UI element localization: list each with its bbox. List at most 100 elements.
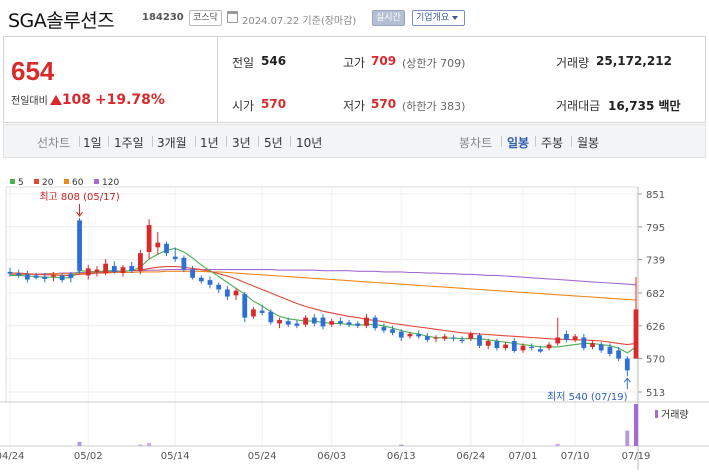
candle-body bbox=[94, 269, 100, 272]
candle-body bbox=[207, 280, 213, 285]
legend-swatch-5 bbox=[10, 179, 15, 184]
volume-bar bbox=[555, 443, 560, 446]
period-1y[interactable]: 1년 bbox=[200, 136, 219, 150]
legend-label-60: 60 bbox=[72, 178, 84, 188]
candle-body bbox=[198, 277, 204, 282]
candle-body bbox=[355, 323, 361, 326]
candle-body bbox=[442, 336, 448, 339]
candle-body bbox=[33, 275, 39, 278]
candle-body bbox=[190, 269, 195, 278]
candle-body bbox=[494, 341, 500, 349]
price-chart[interactable]: 5 20 60 120 851 795 739 682 626 570 513 최고 808 (0… bbox=[0, 170, 709, 472]
period-1d[interactable]: 1일 bbox=[83, 136, 102, 150]
open-label: 시가 bbox=[232, 99, 255, 113]
company-info-label: 기업개요 bbox=[416, 13, 450, 23]
candle-body bbox=[59, 275, 65, 281]
candle-body bbox=[555, 337, 561, 344]
y-tick-label: 513 bbox=[646, 388, 665, 399]
period-1w[interactable]: 1주일 bbox=[114, 136, 144, 150]
candle-body bbox=[468, 334, 474, 339]
x-tick-label: 06/13 bbox=[387, 451, 416, 462]
monthly-tab[interactable]: 월봉 bbox=[577, 136, 600, 150]
candle-body bbox=[390, 329, 395, 333]
candle-body bbox=[268, 311, 274, 323]
candle-body bbox=[416, 334, 422, 337]
market-badge: 코스닥 bbox=[189, 10, 222, 26]
x-tick-label: 05/02 bbox=[74, 451, 103, 462]
company-info-dropdown[interactable]: 기업개요 bbox=[412, 10, 466, 26]
amount-label: 거래대금 bbox=[556, 99, 601, 113]
legend-label-20: 20 bbox=[42, 178, 54, 188]
candle-body bbox=[503, 344, 508, 349]
candle-body bbox=[511, 341, 517, 351]
period-5y[interactable]: 5년 bbox=[264, 136, 283, 150]
period-10y[interactable]: 10년 bbox=[296, 136, 323, 150]
y-tick-label: 626 bbox=[646, 322, 665, 333]
max-price-label: 최고 808 (05/17) bbox=[39, 191, 120, 203]
candle-body bbox=[451, 337, 456, 339]
candle-body bbox=[303, 317, 309, 325]
weekly-tab[interactable]: 주봉 bbox=[541, 136, 564, 150]
x-tick-label: 07/19 bbox=[622, 451, 651, 462]
volume-bar bbox=[77, 441, 82, 446]
period-toolbar: 선차트 1일 1주일 3개월 1년 3년 5년 10년 봉차트 일봉 주봉 월봉 bbox=[3, 124, 706, 158]
divider bbox=[290, 136, 291, 147]
x-tick-label: 05/14 bbox=[161, 451, 190, 462]
divider bbox=[501, 136, 502, 147]
divider bbox=[535, 136, 536, 147]
period-3y[interactable]: 3년 bbox=[232, 136, 251, 150]
calendar-icon bbox=[227, 11, 238, 23]
x-tick-label: 06/03 bbox=[317, 451, 346, 462]
prev-close-label: 전일 bbox=[232, 56, 255, 70]
candle-body bbox=[329, 321, 335, 325]
up-arrow-icon bbox=[49, 95, 62, 105]
as-of-date: 2024.07.22 기준(장마감) bbox=[242, 16, 357, 27]
candle-body bbox=[572, 336, 578, 340]
legend-label-5: 5 bbox=[18, 178, 24, 188]
ma-legend: 5 20 60 120 bbox=[10, 178, 119, 188]
realtime-button[interactable]: 실시간 bbox=[372, 10, 405, 26]
change-amount: 108 bbox=[61, 92, 92, 108]
candle-body bbox=[120, 267, 126, 274]
candle-body bbox=[138, 253, 143, 271]
lower-limit: (하한가 383) bbox=[402, 100, 466, 113]
divider bbox=[152, 136, 153, 147]
candle-body bbox=[77, 220, 82, 271]
max-arrow-head bbox=[76, 211, 83, 217]
candle-body bbox=[459, 339, 465, 342]
candle-body bbox=[320, 317, 326, 327]
divider bbox=[226, 136, 227, 147]
price-box: 654 전일대비 108 +19.78% bbox=[4, 37, 218, 122]
candle-body bbox=[624, 358, 630, 371]
candle-body bbox=[424, 336, 430, 340]
candle-body bbox=[346, 322, 352, 325]
candle-chart-tab[interactable]: 봉차트 bbox=[459, 136, 493, 150]
x-tick-label: 04/24 bbox=[0, 451, 24, 462]
volume-panel: 거래량 bbox=[0, 401, 709, 447]
candle-body bbox=[364, 317, 369, 326]
y-tick-label: 795 bbox=[646, 223, 665, 234]
divider bbox=[258, 136, 259, 147]
high-value: 709 bbox=[371, 54, 397, 68]
candle-body bbox=[277, 319, 282, 324]
candle-body bbox=[607, 346, 613, 354]
divider bbox=[79, 136, 80, 147]
x-tick-label: 06/24 bbox=[456, 451, 485, 462]
chart-grid bbox=[5, 186, 639, 446]
upper-limit: (상한가 709) bbox=[402, 57, 466, 70]
candles bbox=[7, 218, 639, 377]
volume-value: 25,172,212 bbox=[596, 54, 672, 68]
chevron-down-icon bbox=[452, 15, 459, 20]
line-chart-tab[interactable]: 선차트 bbox=[37, 136, 71, 150]
candle-body bbox=[590, 343, 595, 347]
y-axis: 851 795 739 682 626 570 513 bbox=[637, 187, 665, 470]
volume-legend-swatch bbox=[655, 410, 658, 418]
annotations: 최고 808 (05/17) 최저 540 (07/19) bbox=[39, 191, 631, 403]
period-3m[interactable]: 3개월 bbox=[157, 136, 187, 150]
daily-tab[interactable]: 일봉 bbox=[507, 136, 530, 150]
legend-swatch-20 bbox=[34, 179, 39, 184]
candle-body bbox=[311, 317, 317, 324]
x-axis: 04/24 05/02 05/14 05/24 06/03 06/13 06/24 07/01… bbox=[0, 451, 650, 462]
min-arrow-head bbox=[623, 377, 631, 383]
candle-body bbox=[520, 345, 526, 351]
